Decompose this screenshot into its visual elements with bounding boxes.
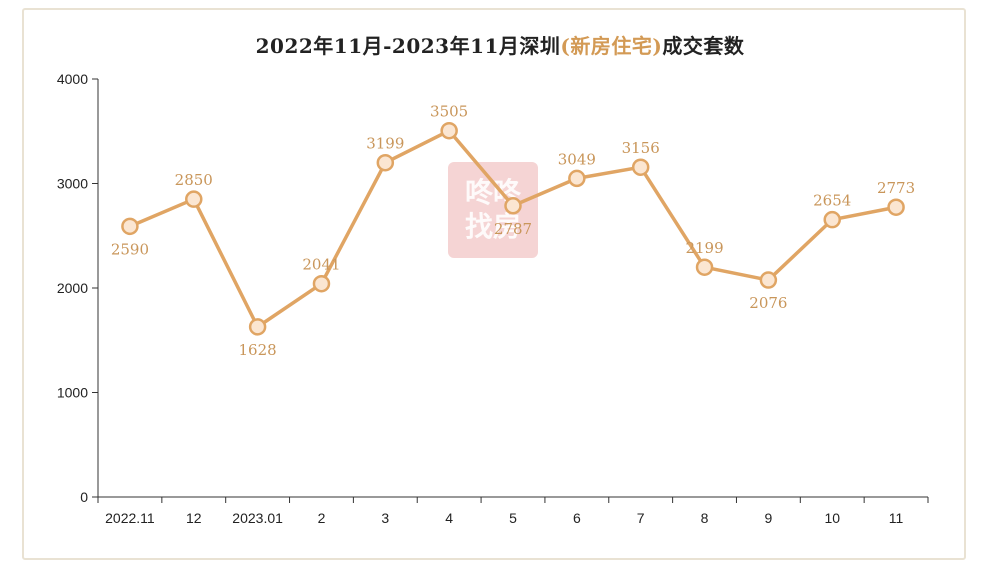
data-point bbox=[185, 190, 203, 208]
data-point bbox=[121, 217, 139, 236]
data-point bbox=[568, 169, 586, 188]
data-label: 3049 bbox=[558, 150, 596, 168]
title-prefix: 2022年11月-2023年11月深圳 bbox=[255, 34, 561, 58]
x-tick-label: 4 bbox=[445, 510, 453, 526]
data-point bbox=[440, 121, 458, 140]
data-label: 2773 bbox=[877, 179, 915, 197]
x-tick-label: 2022.11 bbox=[105, 510, 155, 526]
data-point bbox=[695, 258, 714, 276]
data-label: 3505 bbox=[430, 103, 468, 121]
y-tick-label: 2000 bbox=[57, 280, 88, 296]
data-label: 2787 bbox=[494, 220, 532, 238]
data-point bbox=[823, 210, 841, 229]
data-label: 3199 bbox=[366, 135, 404, 153]
x-tick-label: 3 bbox=[381, 510, 389, 526]
y-tick-label: 0 bbox=[80, 489, 88, 505]
title-suffix: 成交套数 bbox=[662, 34, 745, 58]
x-tick-label: 8 bbox=[701, 510, 709, 526]
y-tick-label: 4000 bbox=[57, 71, 88, 87]
chart-frame bbox=[22, 8, 966, 560]
y-tick-label: 1000 bbox=[57, 385, 88, 401]
data-label: 1628 bbox=[239, 341, 277, 359]
data-label: 2654 bbox=[813, 192, 851, 210]
data-point bbox=[312, 274, 331, 293]
chart-title: 2022年11月-2023年11月深圳(新房住宅)成交套数 bbox=[0, 30, 1000, 59]
data-point bbox=[248, 318, 267, 336]
data-point bbox=[887, 198, 905, 216]
x-tick-label: 5 bbox=[509, 510, 517, 526]
data-label: 2076 bbox=[749, 294, 787, 312]
data-label: 2199 bbox=[685, 239, 723, 257]
x-tick-label: 9 bbox=[764, 510, 772, 526]
data-point bbox=[376, 153, 395, 172]
data-label: 2850 bbox=[175, 171, 213, 189]
x-tick-label: 6 bbox=[573, 510, 581, 526]
x-tick-label: 10 bbox=[824, 510, 840, 526]
data-point bbox=[759, 271, 778, 289]
data-point bbox=[631, 158, 650, 176]
data-label: 3156 bbox=[622, 139, 660, 157]
x-tick-label: 7 bbox=[637, 510, 645, 526]
data-label: 2590 bbox=[111, 240, 149, 258]
title-highlight: (新房住宅) bbox=[560, 34, 663, 58]
x-tick-label: 11 bbox=[889, 510, 904, 526]
data-point bbox=[504, 197, 522, 215]
x-tick-label: 12 bbox=[186, 510, 202, 526]
x-tick-label: 2 bbox=[318, 510, 326, 526]
y-tick-label: 3000 bbox=[57, 176, 88, 192]
x-tick-label: 2023.01 bbox=[232, 510, 283, 526]
data-label: 2041 bbox=[302, 256, 340, 274]
